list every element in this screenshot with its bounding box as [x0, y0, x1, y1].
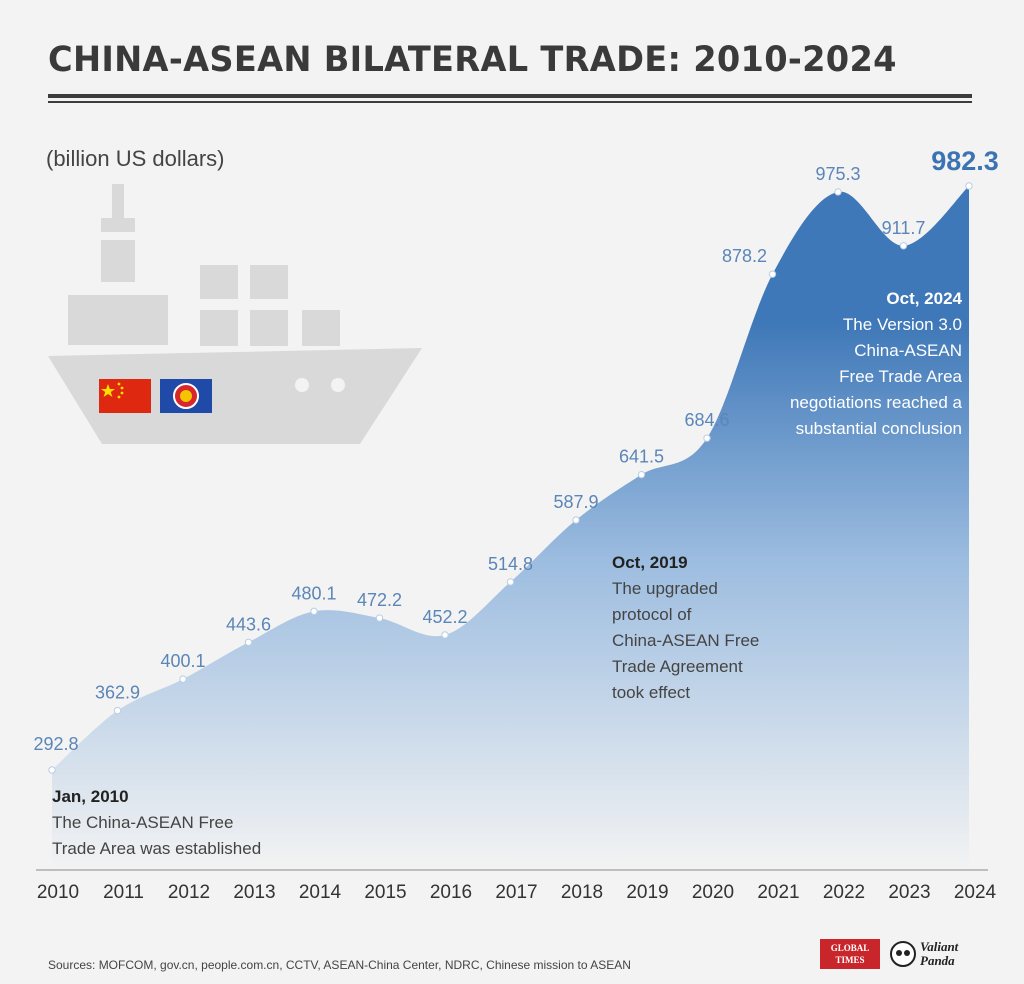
x-tick-2020: 2020: [692, 882, 734, 903]
data-point-2020: [703, 434, 711, 442]
annotation-2010-date: Jan, 2010: [52, 787, 129, 806]
title-rule-thick: [48, 94, 972, 98]
data-label-2021: 878.2: [722, 246, 767, 266]
title-rule-thin: [48, 101, 972, 103]
valiant-panda-logo-line: Valiant: [920, 939, 959, 954]
x-tick-2015: 2015: [364, 882, 406, 903]
china-flag-icon: [99, 379, 151, 413]
data-label-2010: 292.8: [33, 734, 78, 754]
data-label-2011: 362.9: [95, 683, 140, 703]
annotation-2019-line: The upgraded: [612, 579, 718, 598]
x-tick-2019: 2019: [626, 882, 668, 903]
data-label-2014: 480.1: [291, 583, 336, 603]
annotation-2024-line: The Version 3.0: [842, 315, 962, 334]
annotation-2019-date: Oct, 2019: [612, 553, 688, 572]
data-point-2012: [179, 675, 187, 683]
data-point-2021: [768, 270, 777, 278]
asean-flag-icon: [160, 379, 212, 413]
valiant-panda-logo-line: Panda: [920, 953, 955, 968]
x-tick-2010: 2010: [37, 882, 79, 903]
data-point-2019: [637, 470, 646, 479]
panda-icon: [890, 941, 916, 967]
data-label-2012: 400.1: [160, 651, 205, 671]
trade-area: [52, 186, 969, 870]
annotation-2010-line: The China-ASEAN Free: [52, 813, 234, 832]
global-times-logo-line: GLOBAL: [830, 943, 870, 953]
unit-label: (billion US dollars): [46, 146, 225, 171]
annotation-2024-date: Oct, 2024: [886, 289, 962, 308]
data-point-2010: [48, 766, 56, 774]
data-label-2017: 514.8: [488, 554, 533, 574]
annotation-2019: Oct, 2019 The upgraded protocol of China…: [612, 550, 759, 706]
x-tick-2016: 2016: [430, 882, 472, 903]
data-point-2013: [244, 638, 253, 646]
annotation-2019-line: protocol of: [612, 605, 692, 624]
data-label-2022: 975.3: [815, 164, 860, 184]
data-label-2020: 684.6: [684, 410, 729, 430]
valiant-panda-logo-text: Valiant Panda: [920, 940, 958, 968]
valiant-panda-logo: Valiant Panda: [888, 939, 974, 969]
data-label-2013: 443.6: [226, 614, 271, 634]
page-title: CHINA-ASEAN BILATERAL TRADE: 2010-2024: [48, 40, 897, 80]
data-point-2015: [375, 614, 384, 622]
data-label-2016: 452.2: [422, 607, 467, 627]
annotation-2019-line: China-ASEAN Free: [612, 631, 760, 650]
data-point-2024: [965, 182, 973, 190]
x-tick-2012: 2012: [168, 882, 210, 903]
data-point-2011: [113, 706, 122, 715]
data-point-2018: [572, 516, 580, 524]
x-tick-2018: 2018: [561, 882, 603, 903]
annotation-2024-line: negotiations reached a: [789, 393, 962, 412]
data-point-2017: [506, 578, 515, 586]
x-tick-2017: 2017: [495, 882, 537, 903]
data-label-2015: 472.2: [357, 590, 402, 610]
data-point-2022: [834, 188, 842, 196]
data-point-2014: [310, 607, 318, 616]
annotation-2024-line: China-ASEAN: [854, 341, 962, 360]
sources-note: Sources: MOFCOM, gov.cn, people.com.cn, …: [48, 958, 631, 972]
global-times-logo-line: TIMES: [835, 955, 865, 965]
data-point-2016: [441, 631, 449, 639]
annotation-2019-line: Trade Agreement: [612, 657, 743, 676]
annotation-2010: Jan, 2010 The China-ASEAN Free Trade Are…: [52, 784, 261, 862]
x-tick-2024: 2024: [954, 882, 997, 903]
data-point-2023: [899, 242, 908, 250]
x-tick-2014: 2014: [299, 882, 342, 903]
annotation-2010-line: Trade Area was established: [52, 839, 262, 858]
data-label-2019: 641.5: [619, 447, 664, 467]
data-label-2018: 587.9: [553, 492, 598, 512]
cargo-ship-icon: [48, 184, 422, 444]
data-label-2024: 982.3: [931, 146, 999, 176]
annotation-2024: Oct, 2024 The Version 3.0 China-ASEAN Fr…: [790, 286, 962, 442]
annotation-2019-line: took effect: [612, 683, 691, 702]
x-tick-2013: 2013: [233, 882, 275, 903]
x-tick-2022: 2022: [823, 882, 865, 903]
x-tick-2023: 2023: [888, 882, 930, 903]
annotation-2024-line: Free Trade Area: [839, 367, 962, 386]
global-times-logo: GLOBAL TIMES: [820, 939, 880, 969]
x-tick-2011: 2011: [103, 882, 144, 903]
data-label-2023: 911.7: [882, 218, 926, 238]
x-tick-2021: 2021: [757, 882, 799, 903]
annotation-2024-line: substantial conclusion: [795, 419, 962, 438]
